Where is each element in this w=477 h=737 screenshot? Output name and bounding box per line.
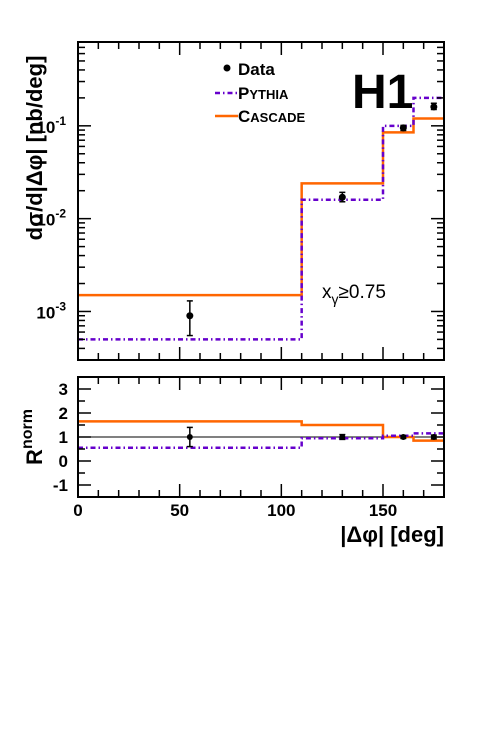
lower-data-point	[186, 434, 193, 440]
upper-data-point	[399, 124, 407, 132]
upper-data-point	[186, 312, 194, 320]
legend-small-letters: ASCADE	[250, 110, 305, 125]
legend-cap-letter: P	[238, 84, 249, 103]
annotation-sub: γ	[332, 291, 339, 307]
h1-logo: H1	[352, 66, 413, 119]
lower-plot-area	[78, 420, 444, 450]
legend-item-pythia: PYTHIA	[215, 84, 289, 103]
lower-y-tick-label: 1	[59, 428, 68, 447]
tick-exponent: -3	[55, 299, 66, 313]
upper-panel: 10-310-210-1 dσ/d|Δφ| [nb/deg] Data PYTH…	[22, 41, 445, 361]
tick-exponent: -1	[55, 114, 66, 128]
legend: Data PYTHIA CASCADE	[215, 60, 306, 126]
x-tick-label: 150	[369, 501, 397, 520]
annotation-rest: ≥0.75	[339, 282, 386, 303]
upper-ticks: 10-310-210-1	[36, 41, 445, 361]
upper-data-point	[430, 103, 438, 111]
upper-y-tick-label: 10-1	[36, 114, 66, 137]
ratio-label-base: R	[22, 449, 47, 465]
lower-ticks: -1 0 1 2 3 0 50 100 150	[53, 376, 445, 520]
ratio-label-sup: norm	[19, 409, 36, 449]
legend-data-marker	[223, 64, 231, 72]
upper-plot-area	[78, 96, 444, 341]
legend-cap-letter: C	[238, 107, 250, 126]
tick-mantissa: 10	[36, 211, 55, 230]
legend-item-data: Data	[223, 60, 275, 79]
tick-mantissa: 10	[36, 118, 55, 137]
annotation-base: x	[322, 282, 332, 303]
lower-pythia-histogram	[78, 432, 444, 450]
lower-y-axis-title: Rnorm	[19, 409, 47, 465]
upper-data-point	[338, 193, 346, 201]
lower-panel: -1 0 1 2 3 0 50 100 150 Rnorm |Δφ| [deg]	[19, 376, 445, 547]
legend-item-cascade: CASCADE	[215, 107, 306, 126]
tick-mantissa: 10	[36, 303, 55, 322]
legend-small-letters: YTHIA	[249, 87, 289, 102]
x-axis-title: |Δφ| [deg]	[340, 522, 444, 547]
lower-y-tick-label: 3	[59, 380, 68, 399]
upper-y-tick-label: 10-3	[36, 299, 66, 322]
lower-y-tick-label: -1	[53, 476, 68, 495]
legend-label-data: Data	[238, 60, 275, 79]
legend-label-pythia: PYTHIA	[238, 84, 289, 103]
x-tick-label: 50	[170, 501, 189, 520]
lower-data-point	[400, 434, 407, 440]
upper-cascade-histogram	[78, 117, 444, 297]
legend-label-cascade: CASCADE	[238, 107, 306, 126]
lower-data-point	[339, 434, 346, 440]
upper-pythia-histogram	[78, 96, 444, 341]
lower-y-tick-label: 2	[59, 404, 68, 423]
upper-y-axis-title: dσ/d|Δφ| [nb/deg]	[22, 56, 47, 241]
x-tick-label: 0	[73, 501, 82, 520]
upper-y-tick-label: 10-2	[36, 207, 66, 230]
tick-exponent: -2	[55, 207, 66, 221]
x-gamma-annotation: xγ≥0.75	[322, 282, 386, 307]
lower-y-tick-label: 0	[59, 452, 68, 471]
x-tick-label: 100	[267, 501, 295, 520]
lower-cascade-histogram	[78, 420, 444, 442]
